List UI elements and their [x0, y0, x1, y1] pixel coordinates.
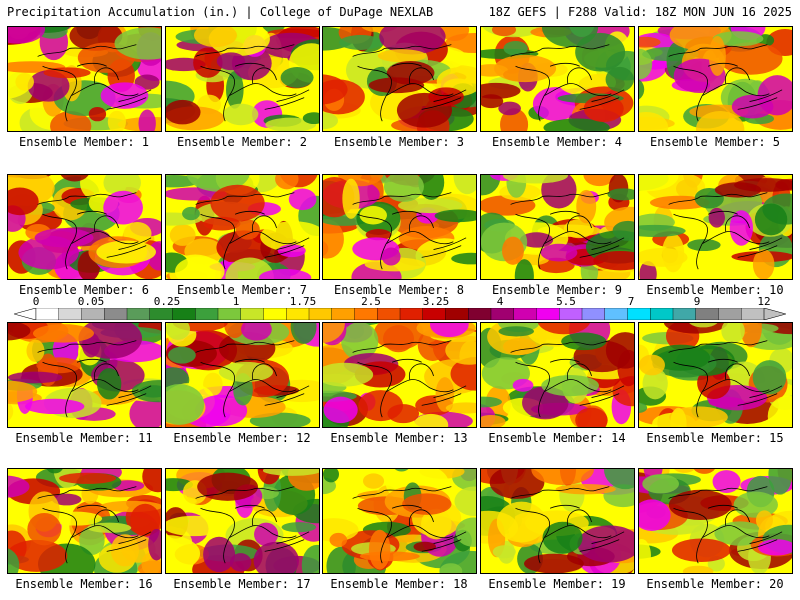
panel-label-member-13: Ensemble Member: 13 [330, 431, 468, 445]
panel-label-member-16: Ensemble Member: 16 [15, 577, 153, 591]
colorbar-swatch [559, 308, 583, 320]
map-panel-member-18 [322, 468, 477, 574]
map-panel-member-14 [480, 322, 635, 428]
colorbar-swatch [149, 308, 173, 320]
map-panel-member-17 [165, 468, 320, 574]
colorbar-swatch [331, 308, 355, 320]
panel-label-member-14: Ensemble Member: 14 [488, 431, 626, 445]
colorbar-tick-label: 12 [757, 295, 771, 308]
colorbar-swatch [217, 308, 242, 320]
map-panel-member-12 [165, 322, 320, 428]
colorbar-swatch [627, 308, 651, 320]
colorbar-tick-label: 7 [627, 295, 635, 308]
map-panel-member-11 [7, 322, 162, 428]
colorbar-swatch [445, 308, 469, 320]
map-panel-member-2 [165, 26, 320, 132]
panel-label-member-20: Ensemble Member: 20 [646, 577, 784, 591]
panel-label-member-19: Ensemble Member: 19 [488, 577, 626, 591]
colorbar-swatch [741, 308, 765, 320]
colorbar-tick-label: 1 [232, 295, 240, 308]
colorbar-swatch [650, 308, 674, 320]
colorbar-swatch [354, 308, 378, 320]
colorbar-swatch [695, 308, 719, 320]
panel-label-member-7: Ensemble Member: 7 [176, 283, 308, 297]
map-panel-member-7 [165, 174, 320, 280]
colorbar-swatch [81, 308, 105, 320]
map-panel-member-9 [480, 174, 635, 280]
map-panel-member-15 [638, 322, 793, 428]
panel-label-member-2: Ensemble Member: 2 [176, 135, 308, 149]
colorbar-swatch [513, 308, 537, 320]
product-title: Precipitation Accumulation (in.) | Colle… [7, 5, 434, 19]
colorbar-tick-label: 5.5 [556, 295, 576, 308]
map-panel-member-4 [480, 26, 635, 132]
colorbar-tick-label: 0.25 [153, 295, 181, 308]
colorbar-swatch [195, 308, 219, 320]
map-panel-member-6 [7, 174, 162, 280]
panel-label-member-10: Ensemble Member: 10 [646, 283, 784, 297]
run-info: 18Z GEFS | F288 Valid: 18Z MON JUN 16 20… [488, 5, 792, 19]
colorbar-swatch [672, 308, 697, 320]
panel-label-member-5: Ensemble Member: 5 [649, 135, 781, 149]
colorbar-swatch [490, 308, 515, 320]
panel-label-member-12: Ensemble Member: 12 [173, 431, 311, 445]
map-panel-member-20 [638, 468, 793, 574]
map-panel-member-3 [322, 26, 477, 132]
colorbar-tick-label: 1.75 [289, 295, 317, 308]
colorbar-swatch [604, 308, 628, 320]
colorbar-swatch [422, 308, 446, 320]
panel-label-member-8: Ensemble Member: 8 [333, 283, 465, 297]
panel-label-member-11: Ensemble Member: 11 [15, 431, 153, 445]
colorbar-swatch [308, 308, 333, 320]
colorbar-swatch [58, 308, 82, 320]
colorbar-tick-label: 0 [32, 295, 40, 308]
colorbar-tick-label: 4 [496, 295, 504, 308]
colorbar-bar [14, 308, 786, 320]
colorbar-swatch [126, 308, 151, 320]
colorbar-swatch [286, 308, 310, 320]
map-panel-member-8 [322, 174, 477, 280]
colorbar-swatch [399, 308, 424, 320]
panel-label-member-1: Ensemble Member: 1 [18, 135, 150, 149]
colorbar-tick-label: 0.05 [77, 295, 105, 308]
map-panel-member-13 [322, 322, 477, 428]
colorbar: 0 0.05 0.25 1 1.75 2.5 3.25 4 5.5 7 9 12 [14, 295, 786, 320]
colorbar-tick-label: 9 [693, 295, 701, 308]
colorbar-swatch [104, 308, 128, 320]
panel-label-member-4: Ensemble Member: 4 [491, 135, 623, 149]
colorbar-swatch [263, 308, 287, 320]
colorbar-swatch [718, 308, 742, 320]
panel-label-member-15: Ensemble Member: 15 [646, 431, 784, 445]
map-panel-member-10 [638, 174, 793, 280]
colorbar-swatch [35, 308, 60, 320]
header: Precipitation Accumulation (in.) | Colle… [0, 0, 800, 24]
panel-label-member-6: Ensemble Member: 6 [18, 283, 150, 297]
colorbar-tick-label: 3.25 [422, 295, 450, 308]
map-panel-member-1 [7, 26, 162, 132]
panel-label-member-18: Ensemble Member: 18 [330, 577, 468, 591]
map-panel-member-16 [7, 468, 162, 574]
panel-label-member-17: Ensemble Member: 17 [173, 577, 311, 591]
colorbar-labels: 0 0.05 0.25 1 1.75 2.5 3.25 4 5.5 7 9 12 [14, 295, 786, 308]
colorbar-swatch [468, 308, 492, 320]
colorbar-swatch [377, 308, 401, 320]
colorbar-tick-label: 2.5 [361, 295, 381, 308]
colorbar-swatch [536, 308, 560, 320]
colorbar-swatch [240, 308, 264, 320]
colorbar-swatch [581, 308, 606, 320]
panel-label-member-9: Ensemble Member: 9 [491, 283, 623, 297]
map-panel-member-19 [480, 468, 635, 574]
colorbar-swatch [172, 308, 196, 320]
panel-label-member-3: Ensemble Member: 3 [333, 135, 465, 149]
map-panel-member-5 [638, 26, 793, 132]
